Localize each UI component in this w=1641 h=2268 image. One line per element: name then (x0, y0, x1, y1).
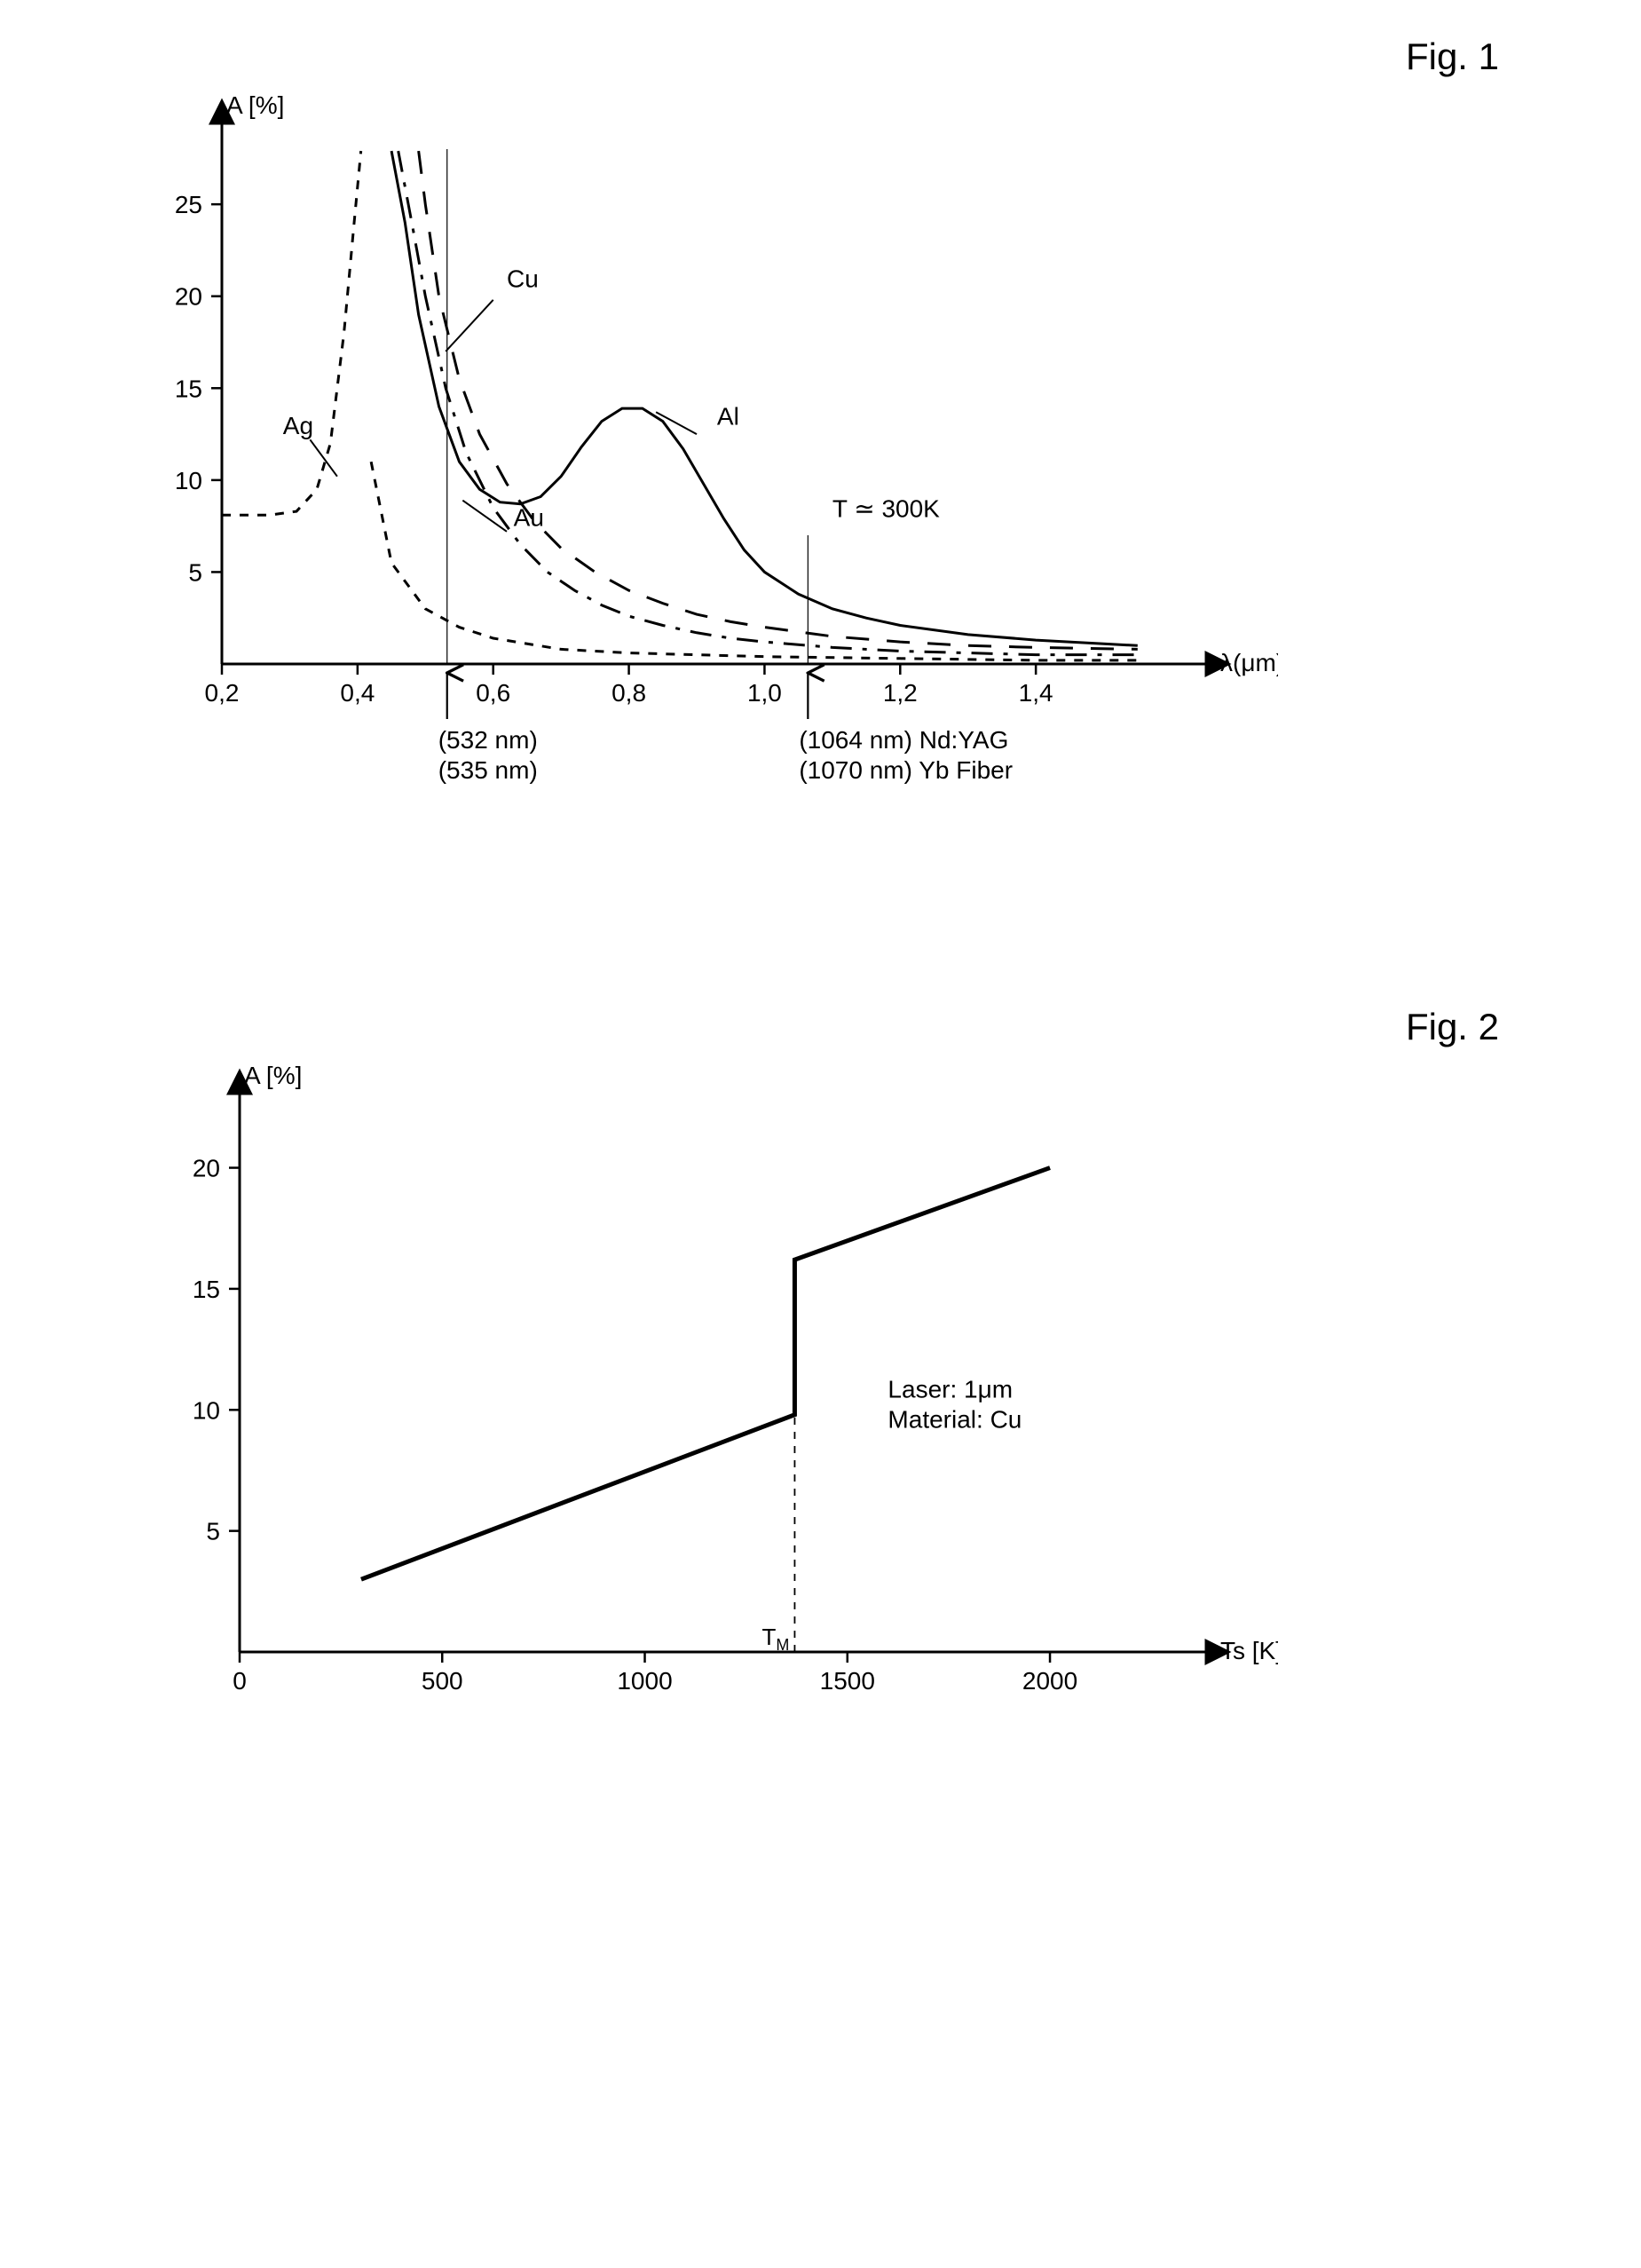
svg-text:0,6: 0,6 (476, 679, 510, 707)
svg-text:0: 0 (233, 1667, 247, 1695)
svg-text:Cu: Cu (507, 265, 539, 292)
svg-text:1,0: 1,0 (747, 679, 782, 707)
svg-text:10: 10 (175, 467, 202, 494)
svg-text:1,2: 1,2 (883, 679, 918, 707)
svg-text:Material: Cu: Material: Cu (888, 1406, 1022, 1434)
svg-text:20: 20 (175, 283, 202, 311)
svg-text:(535 nm): (535 nm) (438, 756, 538, 784)
figure-1-label: Fig. 1 (36, 36, 1499, 78)
figure-2-label: Fig. 2 (36, 1006, 1499, 1048)
svg-text:(532 nm): (532 nm) (438, 726, 538, 754)
svg-text:TM: TM (762, 1624, 790, 1654)
svg-text:0,4: 0,4 (340, 679, 375, 707)
svg-text:(1070 nm) Yb Fiber: (1070 nm) Yb Fiber (799, 756, 1013, 784)
svg-text:1,4: 1,4 (1019, 679, 1053, 707)
figure-2-container: Fig. 2 5 10 15 20 0 500 1000 1500 2000 A [%] Ts [K… (36, 1006, 1605, 1763)
figure-1-container: Fig. 1 5 10 15 20 25 0,2 0,4 0,6 0,8 1,0 1,2 1,4 A [… (36, 36, 1605, 899)
svg-text:5: 5 (206, 1518, 220, 1545)
svg-text:15: 15 (175, 375, 202, 402)
svg-text:Laser: 1μm: Laser: 1μm (888, 1376, 1013, 1403)
svg-text:0,2: 0,2 (205, 679, 240, 707)
svg-text:10: 10 (193, 1396, 220, 1424)
svg-text:20: 20 (193, 1155, 220, 1182)
svg-text:2000: 2000 (1022, 1667, 1077, 1695)
svg-text:Al: Al (717, 403, 739, 431)
svg-text:1000: 1000 (617, 1667, 672, 1695)
svg-text:Ts [K]: Ts [K] (1220, 1637, 1278, 1664)
svg-text:15: 15 (193, 1276, 220, 1303)
svg-text:1500: 1500 (820, 1667, 875, 1695)
figure-1-chart: 5 10 15 20 25 0,2 0,4 0,6 0,8 1,0 1,2 1,4 A [%] λ(μm)… (36, 96, 1278, 895)
svg-text:Ag: Ag (283, 412, 313, 439)
svg-text:500: 500 (422, 1667, 463, 1695)
svg-text:5: 5 (188, 558, 202, 586)
svg-text:0,8: 0,8 (611, 679, 646, 707)
svg-text:A [%]: A [%] (226, 96, 284, 119)
svg-text:25: 25 (175, 191, 202, 218)
svg-text:A [%]: A [%] (244, 1066, 302, 1089)
figure-2-chart: 5 10 15 20 0 500 1000 1500 2000 A [%] Ts [K] TM Lase… (36, 1066, 1278, 1758)
svg-text:T ≃ 300K: T ≃ 300K (832, 494, 940, 522)
svg-text:λ(μm): λ(μm) (1220, 649, 1278, 676)
svg-text:Au: Au (514, 504, 544, 532)
svg-text:(1064 nm) Nd:YAG: (1064 nm) Nd:YAG (799, 726, 1008, 754)
